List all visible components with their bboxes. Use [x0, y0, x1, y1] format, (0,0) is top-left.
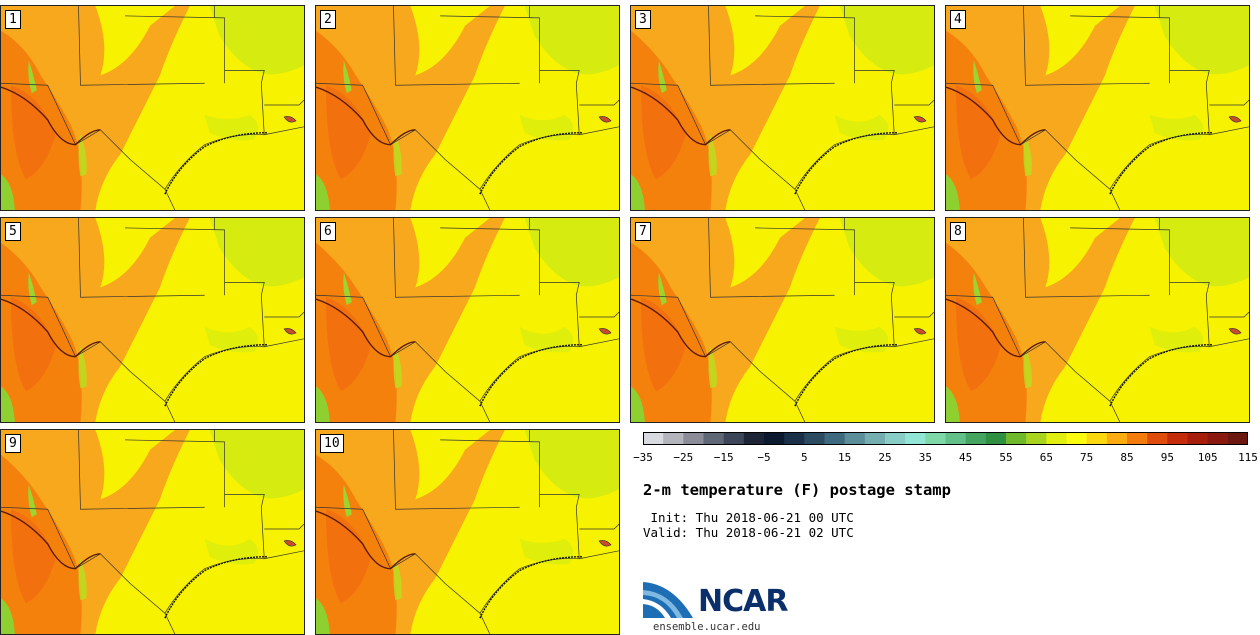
- colorbar-tick-label: −5: [757, 451, 771, 464]
- colorbar-tick-label: −25: [673, 451, 694, 464]
- colorbar-segment: [1187, 432, 1209, 445]
- temperature-field: [316, 6, 619, 210]
- colorbar-segment: [864, 432, 886, 445]
- colorbar-segment: [1086, 432, 1108, 445]
- colorbar-segment: [905, 432, 926, 445]
- member-number-label: 8: [950, 222, 966, 241]
- member-number-label: 7: [635, 222, 651, 241]
- colorbar-segment: [1167, 432, 1188, 445]
- ensemble-member-map: 1: [0, 5, 305, 211]
- temperature-field: [316, 430, 619, 634]
- colorbar-tick-label: 75: [1080, 451, 1094, 464]
- website-url: ensemble.ucar.edu: [653, 621, 761, 633]
- ensemble-member-map: 3: [630, 5, 935, 211]
- colorbar-segment: [965, 432, 987, 445]
- temperature-field: [946, 218, 1249, 422]
- colorbar-tick-label: 65: [1039, 451, 1053, 464]
- temperature-field: [316, 218, 619, 422]
- colorbar-segment: [1046, 432, 1067, 445]
- colorbar-tick-label: 35: [918, 451, 932, 464]
- temperature-field: [631, 6, 934, 210]
- colorbar-tick-label: 95: [1160, 451, 1174, 464]
- member-number-label: 1: [5, 10, 21, 29]
- colorbar-segment: [784, 432, 805, 445]
- colorbar-segment: [1026, 432, 1047, 445]
- colorbar-segment: [1227, 432, 1248, 445]
- colorbar-segment: [1106, 432, 1128, 445]
- ensemble-member-map: 7: [630, 217, 935, 423]
- member-number-label: 3: [635, 10, 651, 29]
- colorbar-segment: [985, 432, 1007, 445]
- colorbar-segment: [1147, 432, 1168, 445]
- colorbar-segment: [764, 432, 785, 445]
- colorbar-tick-label: 25: [878, 451, 892, 464]
- colorbar-segment: [885, 432, 906, 445]
- valid-time: Valid: Thu 2018-06-21 02 UTC: [643, 525, 854, 540]
- colorbar-segment: [804, 432, 825, 445]
- ensemble-member-map: 2: [315, 5, 620, 211]
- colorbar-tick-label: −15: [713, 451, 734, 464]
- colorbar-segment: [945, 432, 967, 445]
- member-number-label: 9: [5, 434, 21, 453]
- colorbar-segment: [703, 432, 725, 445]
- colorbar-segment: [1207, 432, 1229, 445]
- temperature-field: [1, 430, 304, 634]
- colorbar-tick-label: 105: [1197, 451, 1218, 464]
- member-number-label: 4: [950, 10, 966, 29]
- colorbar-segment: [1127, 432, 1148, 445]
- ensemble-member-map: 10: [315, 429, 620, 635]
- colorbar-tick-label: 5: [801, 451, 808, 464]
- colorbar-segment: [643, 432, 664, 445]
- colorbar-segment: [683, 432, 704, 445]
- ensemble-member-map: 9: [0, 429, 305, 635]
- init-time: Init: Thu 2018-06-21 00 UTC: [643, 510, 854, 525]
- colorbar-segment: [663, 432, 684, 445]
- member-number-label: 10: [320, 434, 344, 453]
- temperature-field: [1, 218, 304, 422]
- temperature-field: [1, 6, 304, 210]
- colorbar-tick-label: 55: [999, 451, 1013, 464]
- colorbar-tick-label: 115: [1238, 451, 1258, 464]
- colorbar-segment: [844, 432, 866, 445]
- member-number-label: 2: [320, 10, 336, 29]
- temperature-field: [631, 218, 934, 422]
- colorbar: [643, 432, 1248, 445]
- ensemble-member-map: 8: [945, 217, 1250, 423]
- chart-title: 2-m temperature (F) postage stamp: [643, 481, 951, 499]
- member-number-label: 5: [5, 222, 21, 241]
- colorbar-segment: [824, 432, 846, 445]
- ncar-logo-icon: [643, 582, 693, 618]
- colorbar-tick-label: −35: [633, 451, 653, 464]
- ncar-logo-text: NCAR: [698, 584, 788, 619]
- ensemble-member-map: 6: [315, 217, 620, 423]
- colorbar-segment: [723, 432, 745, 445]
- temperature-field: [946, 6, 1249, 210]
- colorbar-tick-label: 45: [959, 451, 973, 464]
- ensemble-member-map: 4: [945, 5, 1250, 211]
- ensemble-member-map: 5: [0, 217, 305, 423]
- colorbar-segment: [925, 432, 946, 445]
- colorbar-tick-label: 15: [838, 451, 852, 464]
- colorbar-segment: [1066, 432, 1088, 445]
- colorbar-segment: [743, 432, 765, 445]
- colorbar-segment: [1006, 432, 1027, 445]
- member-number-label: 6: [320, 222, 336, 241]
- colorbar-tick-label: 85: [1120, 451, 1134, 464]
